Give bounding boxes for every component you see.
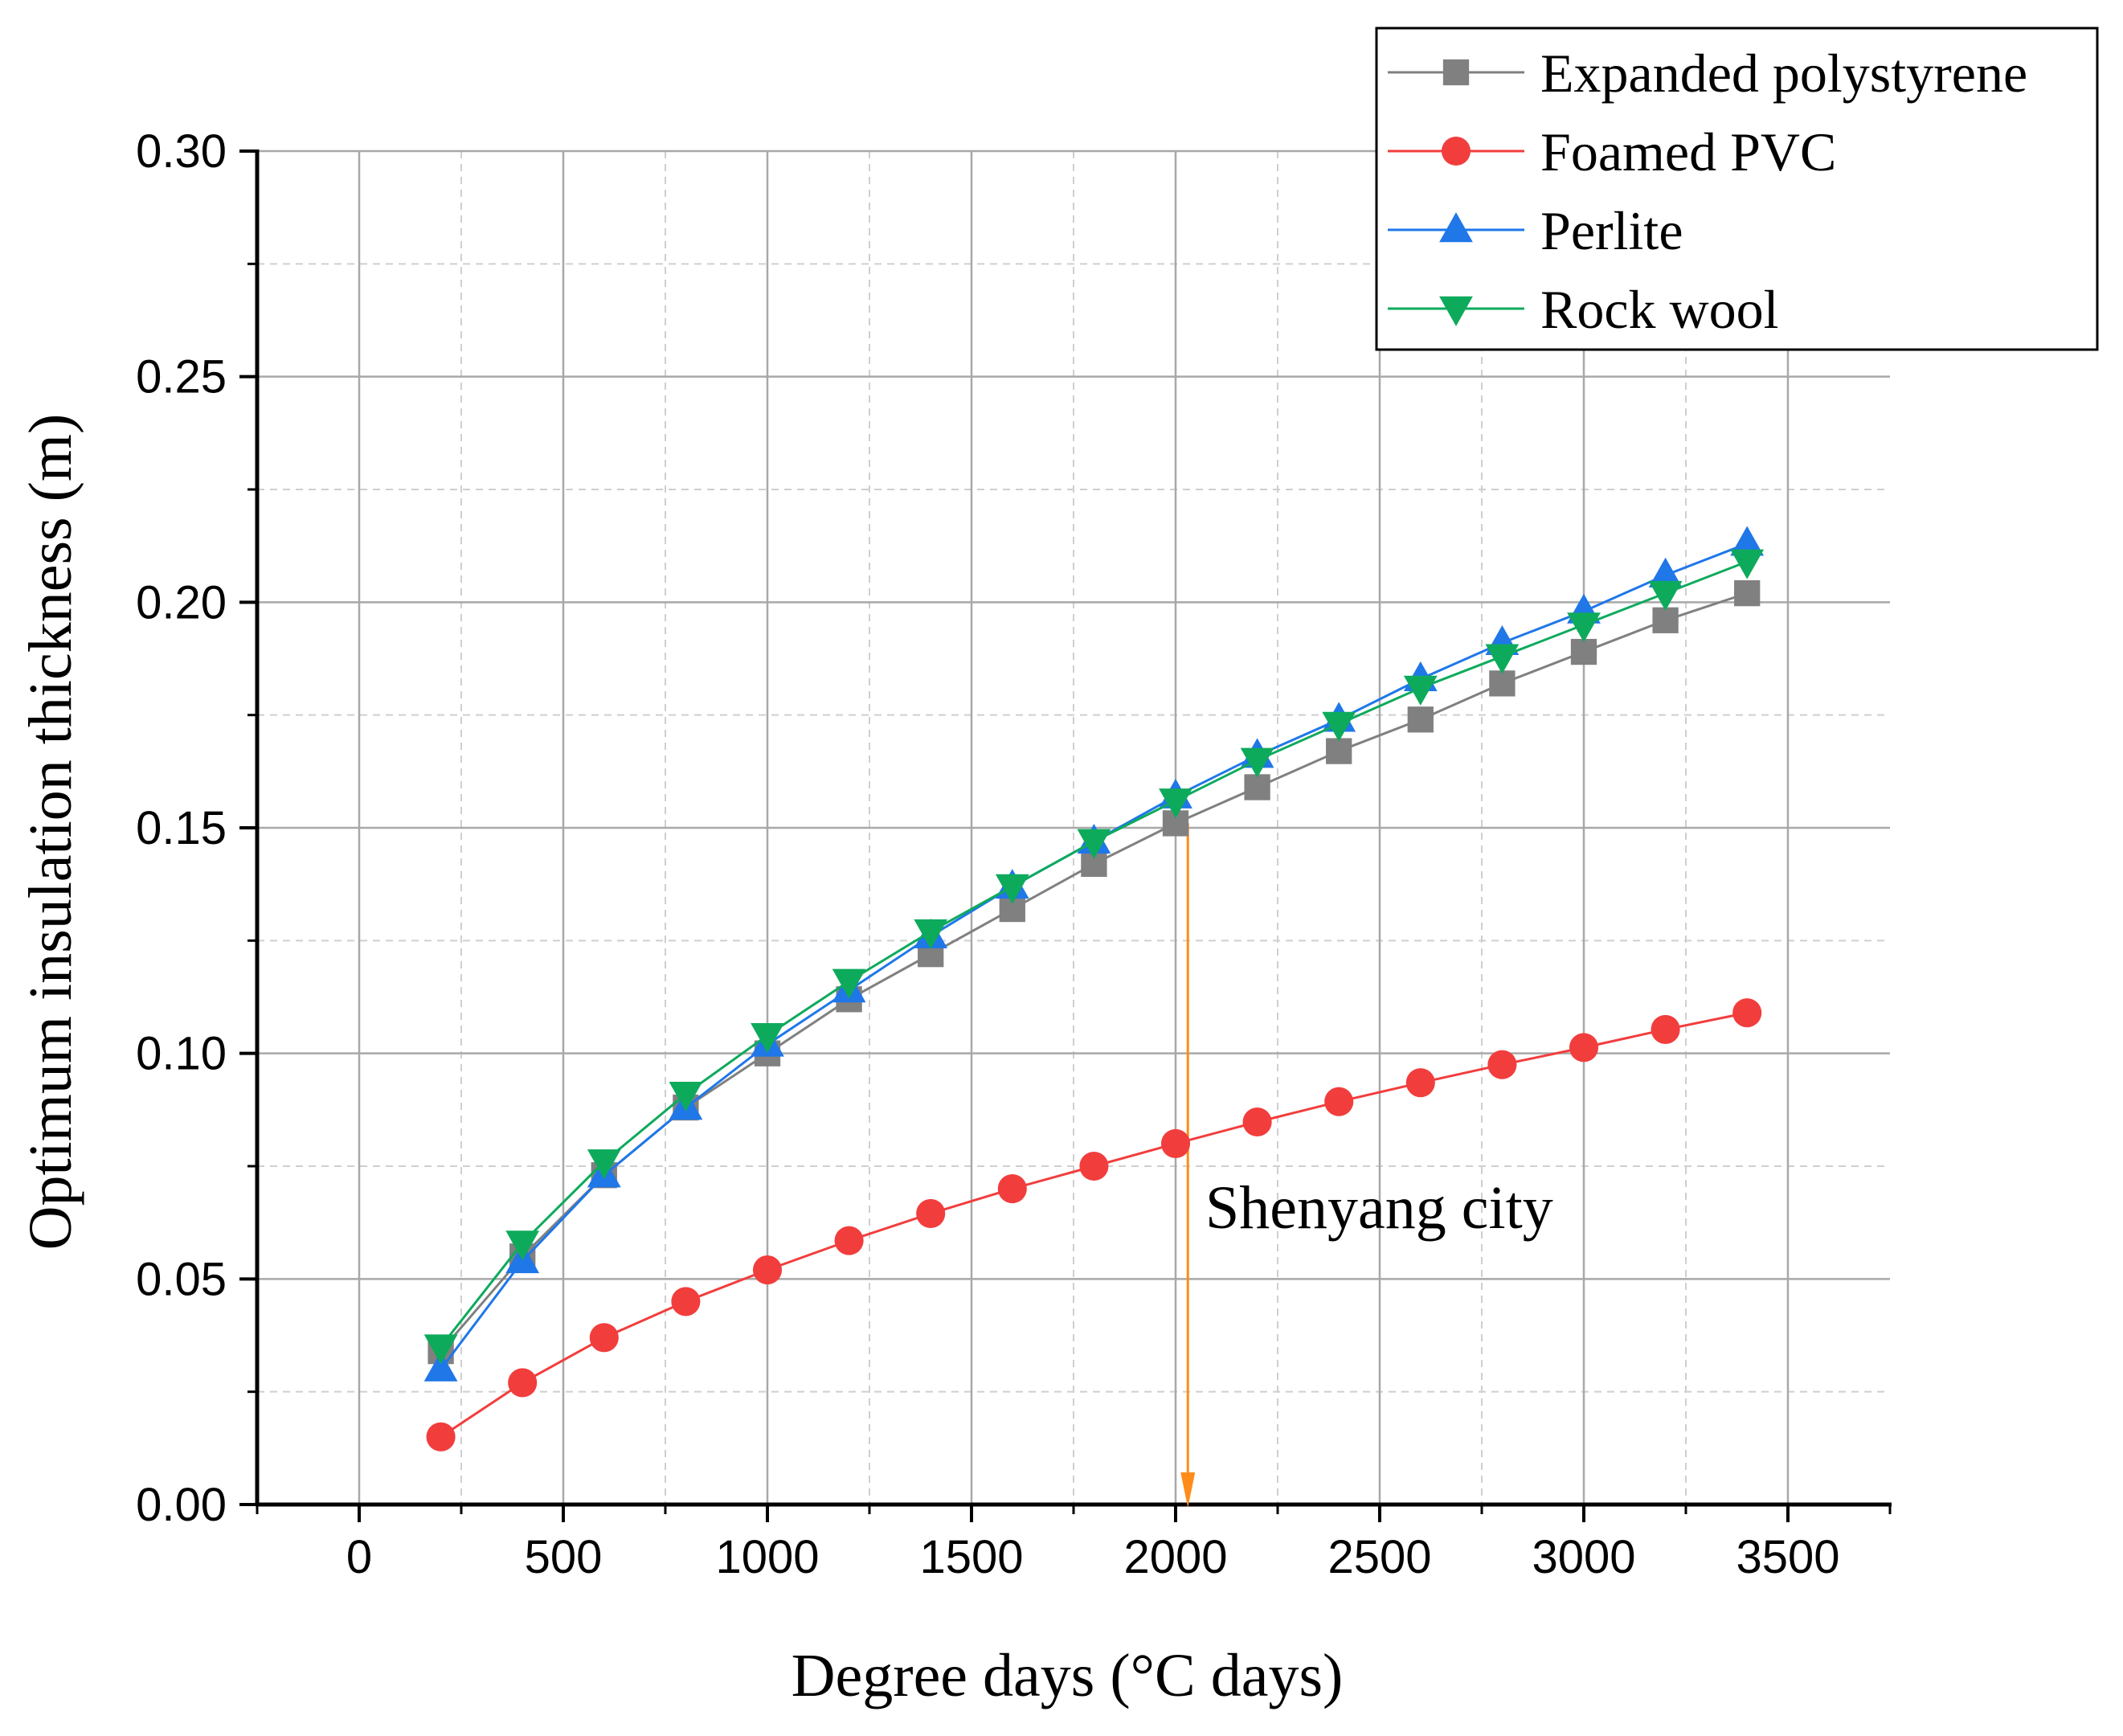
annotation-layer bbox=[1180, 823, 1196, 1508]
x-tick-label: 1500 bbox=[919, 1531, 1023, 1583]
data-point-foamed-pvc bbox=[1242, 1107, 1272, 1137]
data-point-rock-wool bbox=[1730, 549, 1765, 579]
data-point-perlite bbox=[1730, 526, 1765, 556]
data-point-foamed-pvc bbox=[1651, 1014, 1680, 1044]
x-tick-label: 1000 bbox=[715, 1531, 819, 1583]
data-point-rock-wool bbox=[1403, 675, 1438, 706]
data-point-expanded-polystyrene bbox=[1326, 738, 1352, 764]
data-point-foamed-pvc bbox=[1405, 1068, 1435, 1098]
legend-label: Rock wool bbox=[1540, 279, 1779, 340]
data-point-foamed-pvc bbox=[1732, 998, 1762, 1028]
y-tick-label: 0.15 bbox=[136, 802, 227, 854]
legend-label: Foamed PVC bbox=[1540, 121, 1836, 182]
y-axis-title: Optimum insulation thickness (m) bbox=[17, 414, 84, 1251]
data-point-expanded-polystyrene bbox=[1652, 607, 1679, 633]
data-point-rock-wool bbox=[423, 1334, 458, 1365]
grid-layer bbox=[257, 149, 1890, 1505]
data-point-rock-wool bbox=[751, 1023, 784, 1054]
legend-marker bbox=[1441, 136, 1471, 166]
series-perlite bbox=[423, 526, 1765, 1382]
data-point-foamed-pvc bbox=[671, 1287, 701, 1316]
legend-box bbox=[1375, 27, 2099, 351]
data-point-foamed-pvc bbox=[1569, 1033, 1599, 1062]
data-point-foamed-pvc bbox=[1324, 1087, 1354, 1116]
y-tick-label: 0.30 bbox=[136, 125, 227, 178]
series-expanded-polystyrene bbox=[427, 579, 1761, 1365]
data-point-expanded-polystyrene bbox=[1570, 638, 1597, 665]
y-tick-label: 0.10 bbox=[136, 1028, 227, 1080]
data-point-foamed-pvc bbox=[508, 1368, 538, 1398]
data-point-rock-wool bbox=[1240, 747, 1274, 778]
series-rock-wool bbox=[423, 549, 1765, 1365]
data-point-rock-wool bbox=[505, 1230, 540, 1261]
data-point-perlite bbox=[1648, 557, 1683, 588]
x-tick-label: 2500 bbox=[1327, 1531, 1431, 1583]
axes-layer: 0 500 1000 1500 2000 2500 3000 3500 0.00 0.05 0.10… bbox=[136, 125, 1892, 1583]
data-point-rock-wool bbox=[832, 968, 866, 999]
data-point-rock-wool bbox=[1077, 829, 1111, 859]
data-point-rock-wool bbox=[1159, 788, 1192, 819]
legend: Expanded polystyrene Foamed PVC Perlite Roc… bbox=[1375, 27, 2099, 351]
data-point-rock-wool bbox=[1648, 580, 1683, 611]
data-point-foamed-pvc bbox=[916, 1198, 946, 1228]
y-tick-label: 0.00 bbox=[136, 1479, 227, 1531]
data-point-foamed-pvc bbox=[1160, 1128, 1191, 1158]
data-point-foamed-pvc bbox=[1487, 1050, 1517, 1079]
data-point-rock-wool bbox=[1567, 612, 1601, 643]
annotation-arrow-head bbox=[1180, 1472, 1196, 1508]
data-point-expanded-polystyrene bbox=[1489, 670, 1516, 697]
legend-marker bbox=[1439, 296, 1473, 326]
data-point-foamed-pvc bbox=[997, 1174, 1027, 1204]
legend-label: Expanded polystyrene bbox=[1540, 43, 2027, 104]
annotation-label: Shenyang city bbox=[1205, 1174, 1553, 1242]
legend-marker bbox=[1442, 59, 1470, 86]
x-tick-label: 2000 bbox=[1123, 1531, 1227, 1583]
data-point-rock-wool bbox=[914, 919, 948, 949]
data-point-foamed-pvc bbox=[589, 1323, 619, 1353]
x-axis-title: Degree days (°C days) bbox=[792, 1642, 1344, 1709]
data-point-foamed-pvc bbox=[426, 1422, 456, 1451]
data-point-expanded-polystyrene bbox=[1734, 579, 1761, 607]
data-point-foamed-pvc bbox=[1079, 1151, 1109, 1181]
data-point-expanded-polystyrene bbox=[1244, 774, 1270, 800]
series-layer bbox=[423, 526, 1765, 1451]
y-tick-label: 0.25 bbox=[136, 351, 227, 403]
x-tick-label: 3500 bbox=[1736, 1531, 1839, 1583]
data-point-rock-wool bbox=[669, 1081, 703, 1112]
series-line-perlite bbox=[440, 542, 1748, 1370]
data-point-rock-wool bbox=[995, 874, 1029, 904]
data-point-perlite bbox=[423, 1351, 458, 1382]
x-tick-label: 3000 bbox=[1532, 1531, 1635, 1583]
data-point-rock-wool bbox=[587, 1149, 621, 1180]
x-tick-label: 500 bbox=[525, 1531, 603, 1583]
data-point-rock-wool bbox=[1322, 711, 1356, 742]
series-foamed-pvc bbox=[426, 998, 1762, 1451]
data-point-foamed-pvc bbox=[752, 1255, 783, 1285]
data-point-foamed-pvc bbox=[834, 1226, 864, 1255]
data-point-expanded-polystyrene bbox=[1407, 706, 1434, 733]
legend-marker bbox=[1439, 212, 1473, 243]
legend-label: Perlite bbox=[1540, 200, 1683, 261]
y-tick-label: 0.05 bbox=[136, 1253, 227, 1305]
x-tick-label: 0 bbox=[346, 1531, 372, 1583]
data-point-rock-wool bbox=[1485, 644, 1520, 674]
y-tick-label: 0.20 bbox=[136, 576, 227, 628]
